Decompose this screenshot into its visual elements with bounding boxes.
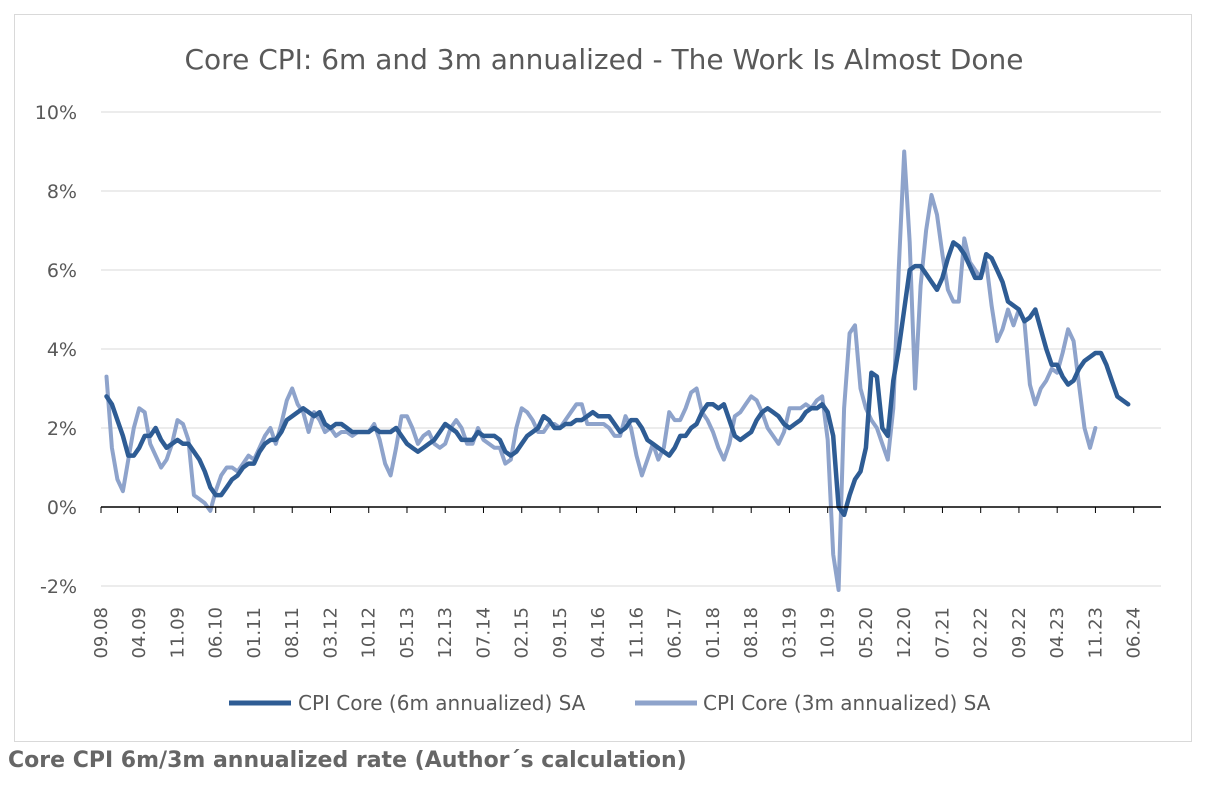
x-tick-label: 03.12 bbox=[320, 607, 341, 659]
x-tick-label: 12.20 bbox=[894, 607, 915, 659]
y-tick-label: 4% bbox=[47, 339, 77, 361]
y-tick-label: 2% bbox=[47, 418, 77, 440]
legend-label-6m: CPI Core (6m annualized) SA bbox=[298, 691, 586, 715]
x-tick-label: 01.11 bbox=[244, 607, 265, 659]
figure-caption: Core CPI 6m/3m annualized rate (Author´s… bbox=[8, 748, 687, 773]
series-line-6m bbox=[104, 240, 1131, 518]
chart-frame: Core CPI: 6m and 3m annualized - The Wor… bbox=[14, 14, 1192, 742]
x-tick-label: 04.09 bbox=[129, 607, 150, 659]
x-tick-label: 04.23 bbox=[1047, 607, 1068, 659]
x-tick-label: 12.13 bbox=[435, 607, 456, 659]
line-chart: Core CPI: 6m and 3m annualized - The Wor… bbox=[35, 43, 1161, 715]
y-tick-label: -2% bbox=[40, 576, 77, 598]
x-tick-label: 06.10 bbox=[206, 607, 227, 659]
x-tick-label: 06.24 bbox=[1124, 607, 1145, 659]
x-tick-label: 08.11 bbox=[282, 607, 303, 659]
y-tick-label: 6% bbox=[47, 260, 77, 282]
y-tick-label: 8% bbox=[47, 181, 77, 203]
x-tick-label: 09.22 bbox=[1009, 607, 1030, 659]
x-tick-label: 09.15 bbox=[550, 607, 571, 659]
y-tick-label: 10% bbox=[35, 102, 77, 124]
y-tick-label: 0% bbox=[47, 497, 77, 519]
x-tick-label: 10.19 bbox=[818, 607, 839, 659]
x-tick-label: 07.14 bbox=[473, 607, 494, 659]
legend-label-3m: CPI Core (3m annualized) SA bbox=[703, 691, 991, 715]
series-lines bbox=[104, 149, 1131, 592]
x-tick-label: 11.09 bbox=[167, 607, 188, 659]
x-tick-label: 10.12 bbox=[359, 607, 380, 659]
chart-title: Core CPI: 6m and 3m annualized - The Wor… bbox=[184, 43, 1023, 76]
series-line-3m bbox=[104, 149, 1098, 592]
x-tick-label: 11.23 bbox=[1085, 607, 1106, 659]
legend: CPI Core (6m annualized) SA CPI Core (3m… bbox=[229, 691, 991, 715]
x-tick-label: 04.16 bbox=[588, 607, 609, 659]
x-axis-tick-labels: 09.08 04.09 11.09 06.10 01.11 08.11 03.12 10.12… bbox=[91, 507, 1145, 659]
y-axis-tick-labels: -2% 0% 2% 4% 6% 8% 10% bbox=[35, 102, 77, 598]
x-tick-label: 11.16 bbox=[626, 607, 647, 659]
x-tick-label: 05.20 bbox=[856, 607, 877, 659]
x-tick-label: 02.22 bbox=[971, 607, 992, 659]
gridlines bbox=[101, 111, 1161, 587]
x-tick-label: 03.19 bbox=[779, 607, 800, 659]
x-tick-label: 09.08 bbox=[91, 607, 112, 659]
x-tick-label: 02.15 bbox=[512, 607, 533, 659]
x-tick-label: 05.13 bbox=[397, 607, 418, 659]
x-tick-label: 07.21 bbox=[932, 607, 953, 659]
x-tick-label: 01.18 bbox=[703, 607, 724, 659]
x-tick-label: 06.17 bbox=[665, 607, 686, 659]
x-tick-label: 08.18 bbox=[741, 607, 762, 659]
